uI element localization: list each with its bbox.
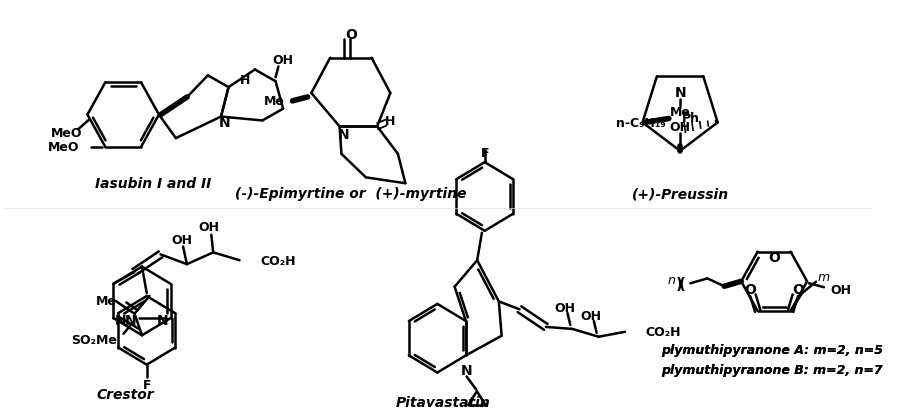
- Text: MeO: MeO: [52, 126, 83, 140]
- Text: plymuthipyranone B: m=2, n=7: plymuthipyranone B: m=2, n=7: [661, 363, 883, 376]
- Text: OH: OH: [198, 221, 219, 234]
- Text: Pitavastatin: Pitavastatin: [396, 395, 490, 409]
- Text: N: N: [461, 363, 473, 377]
- Text: plymuthipyranone A: m=2, n=5: plymuthipyranone A: m=2, n=5: [661, 344, 883, 356]
- Text: plymuthipyranone B: m=2, n=7: plymuthipyranone B: m=2, n=7: [661, 363, 883, 376]
- Text: ): ): [676, 276, 683, 291]
- Text: SO₂Me: SO₂Me: [71, 333, 117, 347]
- Text: OH: OH: [581, 309, 602, 322]
- Text: n-C₉H₁₉: n-C₉H₁₉: [617, 116, 665, 130]
- Text: N: N: [115, 313, 126, 327]
- Text: Me: Me: [96, 294, 117, 307]
- Text: N: N: [675, 86, 686, 100]
- Text: N: N: [157, 313, 169, 327]
- Text: OH: OH: [172, 234, 193, 247]
- Text: (+)-Preussin: (+)-Preussin: [631, 187, 728, 201]
- Text: OH: OH: [554, 301, 575, 314]
- Text: O: O: [345, 28, 357, 42]
- Text: CO₂H: CO₂H: [260, 254, 295, 267]
- Text: (: (: [678, 276, 686, 291]
- Text: N: N: [125, 313, 136, 327]
- Text: Me: Me: [264, 95, 285, 108]
- Text: Crestor: Crestor: [96, 387, 154, 401]
- Text: Me: Me: [670, 106, 690, 119]
- Text: Ph: Ph: [682, 112, 700, 125]
- Text: MeO: MeO: [47, 141, 79, 154]
- Text: H: H: [385, 115, 396, 128]
- Text: O: O: [744, 283, 756, 297]
- Text: (-)-Epimyrtine or  (+)-myrtine: (-)-Epimyrtine or (+)-myrtine: [235, 187, 467, 201]
- Text: N: N: [219, 116, 231, 130]
- Text: F: F: [481, 147, 489, 159]
- Text: OH: OH: [669, 121, 690, 133]
- Text: O: O: [768, 251, 780, 265]
- Text: n: n: [667, 273, 676, 286]
- Text: plymuthipyranone A: m=2, n=5: plymuthipyranone A: m=2, n=5: [661, 344, 883, 356]
- Text: O: O: [792, 283, 804, 297]
- Text: Iasubin I and II: Iasubin I and II: [95, 177, 211, 191]
- Text: CO₂H: CO₂H: [645, 325, 681, 339]
- Text: OH: OH: [272, 54, 294, 67]
- Text: H: H: [240, 74, 251, 87]
- Text: OH: OH: [831, 283, 852, 296]
- Text: m: m: [818, 271, 830, 284]
- Text: F: F: [142, 378, 151, 391]
- Text: N: N: [338, 128, 349, 142]
